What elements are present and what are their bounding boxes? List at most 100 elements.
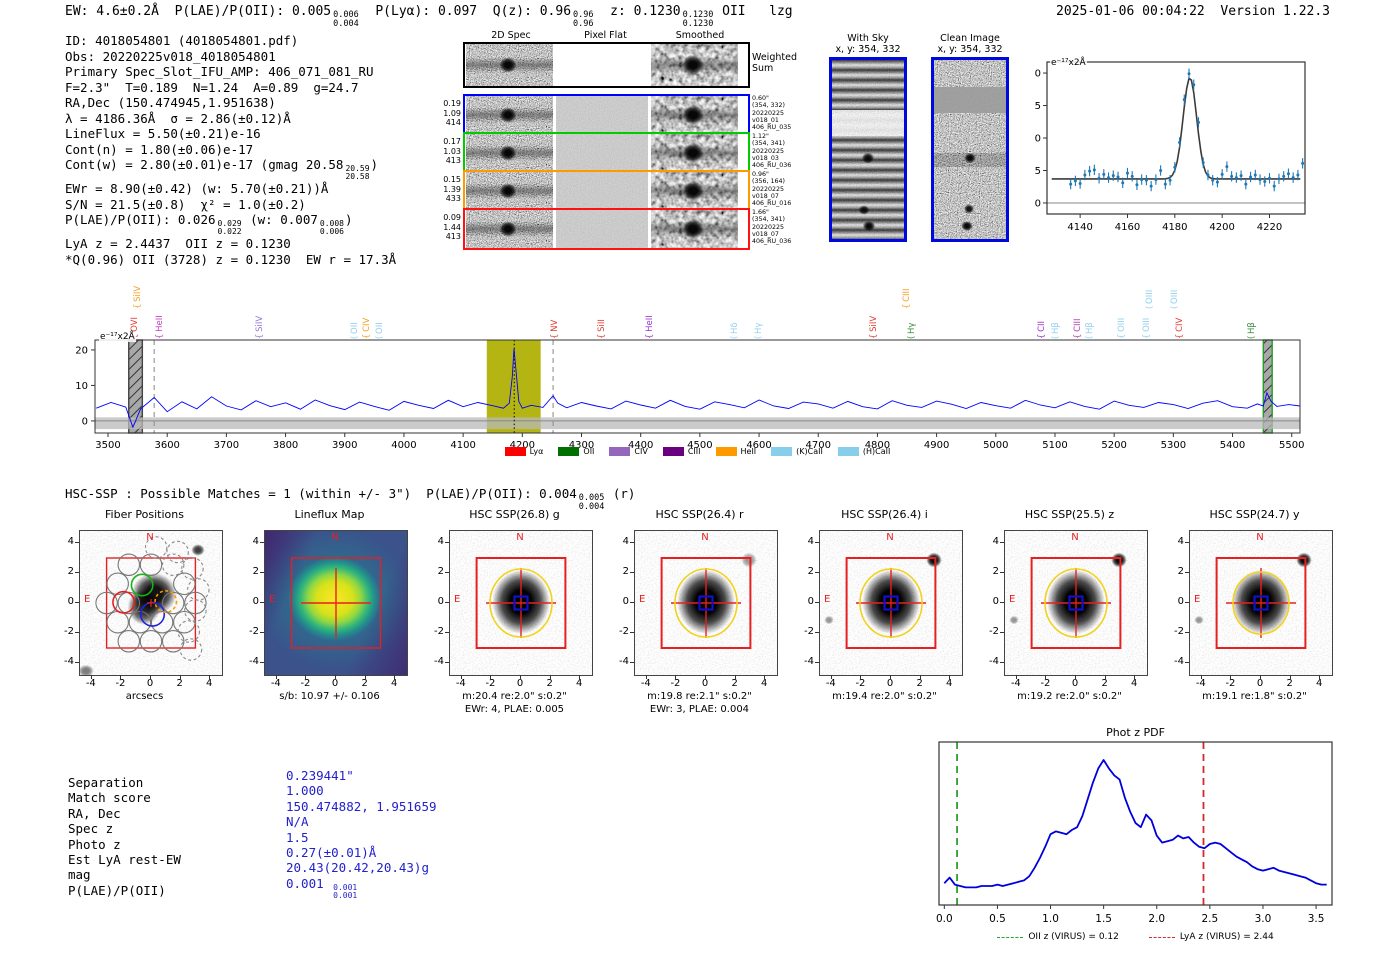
x-tick-label: 0.0 <box>936 913 953 925</box>
x-tick-mark <box>520 675 522 679</box>
line-label-HeII: { HeII <box>155 315 165 339</box>
x-tick-mark <box>209 675 211 679</box>
clean-image-title-text: Clean Image <box>940 33 1000 44</box>
legend-item: CIV <box>609 447 648 456</box>
spec2d-col-header: 2D Spec <box>491 30 531 41</box>
full-spectrum-svg: 0 10 20 3500 3600 3700 3800 3900 4000 4100 4200 430… <box>75 339 1304 451</box>
yellow-aperture-ellipse <box>674 568 738 638</box>
x-tick-mark <box>1230 675 1232 679</box>
x-tick-label: 4800 <box>865 440 890 451</box>
hsc-image <box>819 530 963 676</box>
y-tick-mark <box>260 602 264 603</box>
x-tick-label: -2 <box>855 678 866 689</box>
red-aperture-square <box>105 557 197 649</box>
x-tick-label: 0 <box>1256 678 1264 689</box>
x-tick-mark <box>179 675 181 679</box>
cutout-panel-hsc-3: HSC SSP(26.4) r N E 4 2 0 -2 -4 -4 -2 0 2 4 m:19.8 re… <box>607 508 792 723</box>
match-label: Spec z <box>68 821 114 837</box>
y-tick-mark <box>445 632 449 633</box>
cutout-markers <box>95 536 210 661</box>
x-tick-mark <box>645 675 647 679</box>
match-value: 0.239441" <box>286 768 354 783</box>
selected-fiber-circle <box>154 589 178 613</box>
with-sky-image <box>829 57 907 242</box>
y-tick-mark <box>630 662 634 663</box>
match-value: 1.5 <box>286 829 309 845</box>
x-tick-mark <box>460 675 462 679</box>
y-tick-mark <box>260 632 264 633</box>
east-label: E <box>824 594 831 605</box>
data-point <box>1130 174 1134 178</box>
fiber-info-label: v018_07 <box>752 230 779 238</box>
legend-label: Lyα <box>529 447 544 456</box>
x-tick-label: 1.0 <box>1042 913 1059 925</box>
x-tick-label: 0 <box>331 678 339 689</box>
y-tick-label: 2 <box>622 566 629 577</box>
full-spectrum-plot: 0 10 20 3500 3600 3700 3800 3900 4000 4100 4200 430… <box>0 270 1400 470</box>
data-point <box>1102 172 1106 176</box>
x-tick-label: 2.5 <box>1201 913 1218 925</box>
x-tick-mark <box>919 675 921 679</box>
spec2d-row-4 <box>463 208 750 250</box>
fiber-info-label: 20220225 <box>752 185 785 193</box>
x-tick-mark <box>764 675 766 679</box>
y-tick-label: -2 <box>804 626 814 637</box>
legend-label: (H)CaII <box>862 447 891 456</box>
panel-xlabel: m:19.4 re:2.0" s:0.2" <box>832 691 937 702</box>
north-label: N <box>146 532 154 543</box>
x-tick-label: 4200 <box>510 440 535 451</box>
y-tick-label: 0 <box>252 596 259 607</box>
blue-center-square <box>513 595 529 611</box>
panel-xlabel: m:19.1 re:1.8" s:0.2" <box>1202 691 1307 702</box>
smoothed-cell <box>651 96 738 134</box>
north-label: N <box>1071 532 1079 543</box>
selected-fiber-circle <box>139 601 166 627</box>
info-line-1: Obs: 20220225v018_4018054801 <box>65 48 276 64</box>
legend-item: Lyα <box>504 447 544 456</box>
y-tick-label: 2 <box>252 566 259 577</box>
data-point <box>1097 176 1101 180</box>
data-point <box>1173 165 1177 169</box>
hsc-image <box>449 530 593 676</box>
data-point <box>1301 161 1305 165</box>
fiber-circle-dashed <box>177 620 200 643</box>
line-label-OIII: ( OIII <box>1145 289 1155 309</box>
yellow-aperture-ellipse <box>1232 571 1290 635</box>
data-point <box>1196 120 1200 124</box>
north-label: N <box>516 532 524 543</box>
x-tick-label: 5400 <box>1220 440 1245 451</box>
photz-legend-label: OII z (VIRUS) = 0.12 <box>1028 932 1119 942</box>
line-label-SiIV: { SiIV <box>869 315 879 339</box>
match-value: 1.000 <box>286 783 324 799</box>
galaxy-blob <box>861 219 878 233</box>
fiber-info-label: 406_RU_016 <box>752 200 792 208</box>
y-tick-label: 4 <box>992 536 999 547</box>
galaxy-blob <box>1293 550 1314 570</box>
x-tick-label: 4 <box>761 678 768 689</box>
legend-swatch <box>558 447 580 456</box>
data-point <box>1121 181 1125 185</box>
data-point <box>1107 176 1111 180</box>
selected-fiber-circle <box>112 590 136 614</box>
info-line-10: S/N = 21.5(±0.8) χ² = 1.0(±0.2) <box>65 196 306 212</box>
y-tick-label: 0 <box>622 596 629 607</box>
cutout-panel-hsc-5: HSC SSP(25.5) z N E 4 2 0 -2 -4 -4 -2 0 2 4 m:19.2 re… <box>977 508 1162 723</box>
info-line-12: LyA z = 2.4437 OII z = 0.1230 <box>65 236 291 251</box>
data-point <box>1092 168 1096 172</box>
spec2d-row-right-labels: Weighted Sum <box>752 52 808 74</box>
y-tick-label: 2 <box>807 566 814 577</box>
data-point <box>1083 173 1087 177</box>
north-label: N <box>701 532 709 543</box>
info-line-13: *Q(0.96) OII (3728) z = 0.1230 EW r = 17… <box>65 251 397 267</box>
panel-xlabel: m:19.2 re:2.0" s:0.2" <box>1017 691 1122 702</box>
fiber-circle-dashed <box>144 536 168 559</box>
x-tick-mark <box>1134 675 1136 679</box>
fiber-weight-label: 1.39 <box>443 184 461 194</box>
x-tick-label: 0.5 <box>989 913 1006 925</box>
emission-blob <box>678 140 707 166</box>
data-point <box>1149 184 1153 188</box>
emission-blob <box>678 102 707 128</box>
x-tick-mark <box>1104 675 1106 679</box>
fiber-info-label: 20220225 <box>752 223 785 231</box>
fiber-info-label: 0.60" <box>752 95 769 102</box>
